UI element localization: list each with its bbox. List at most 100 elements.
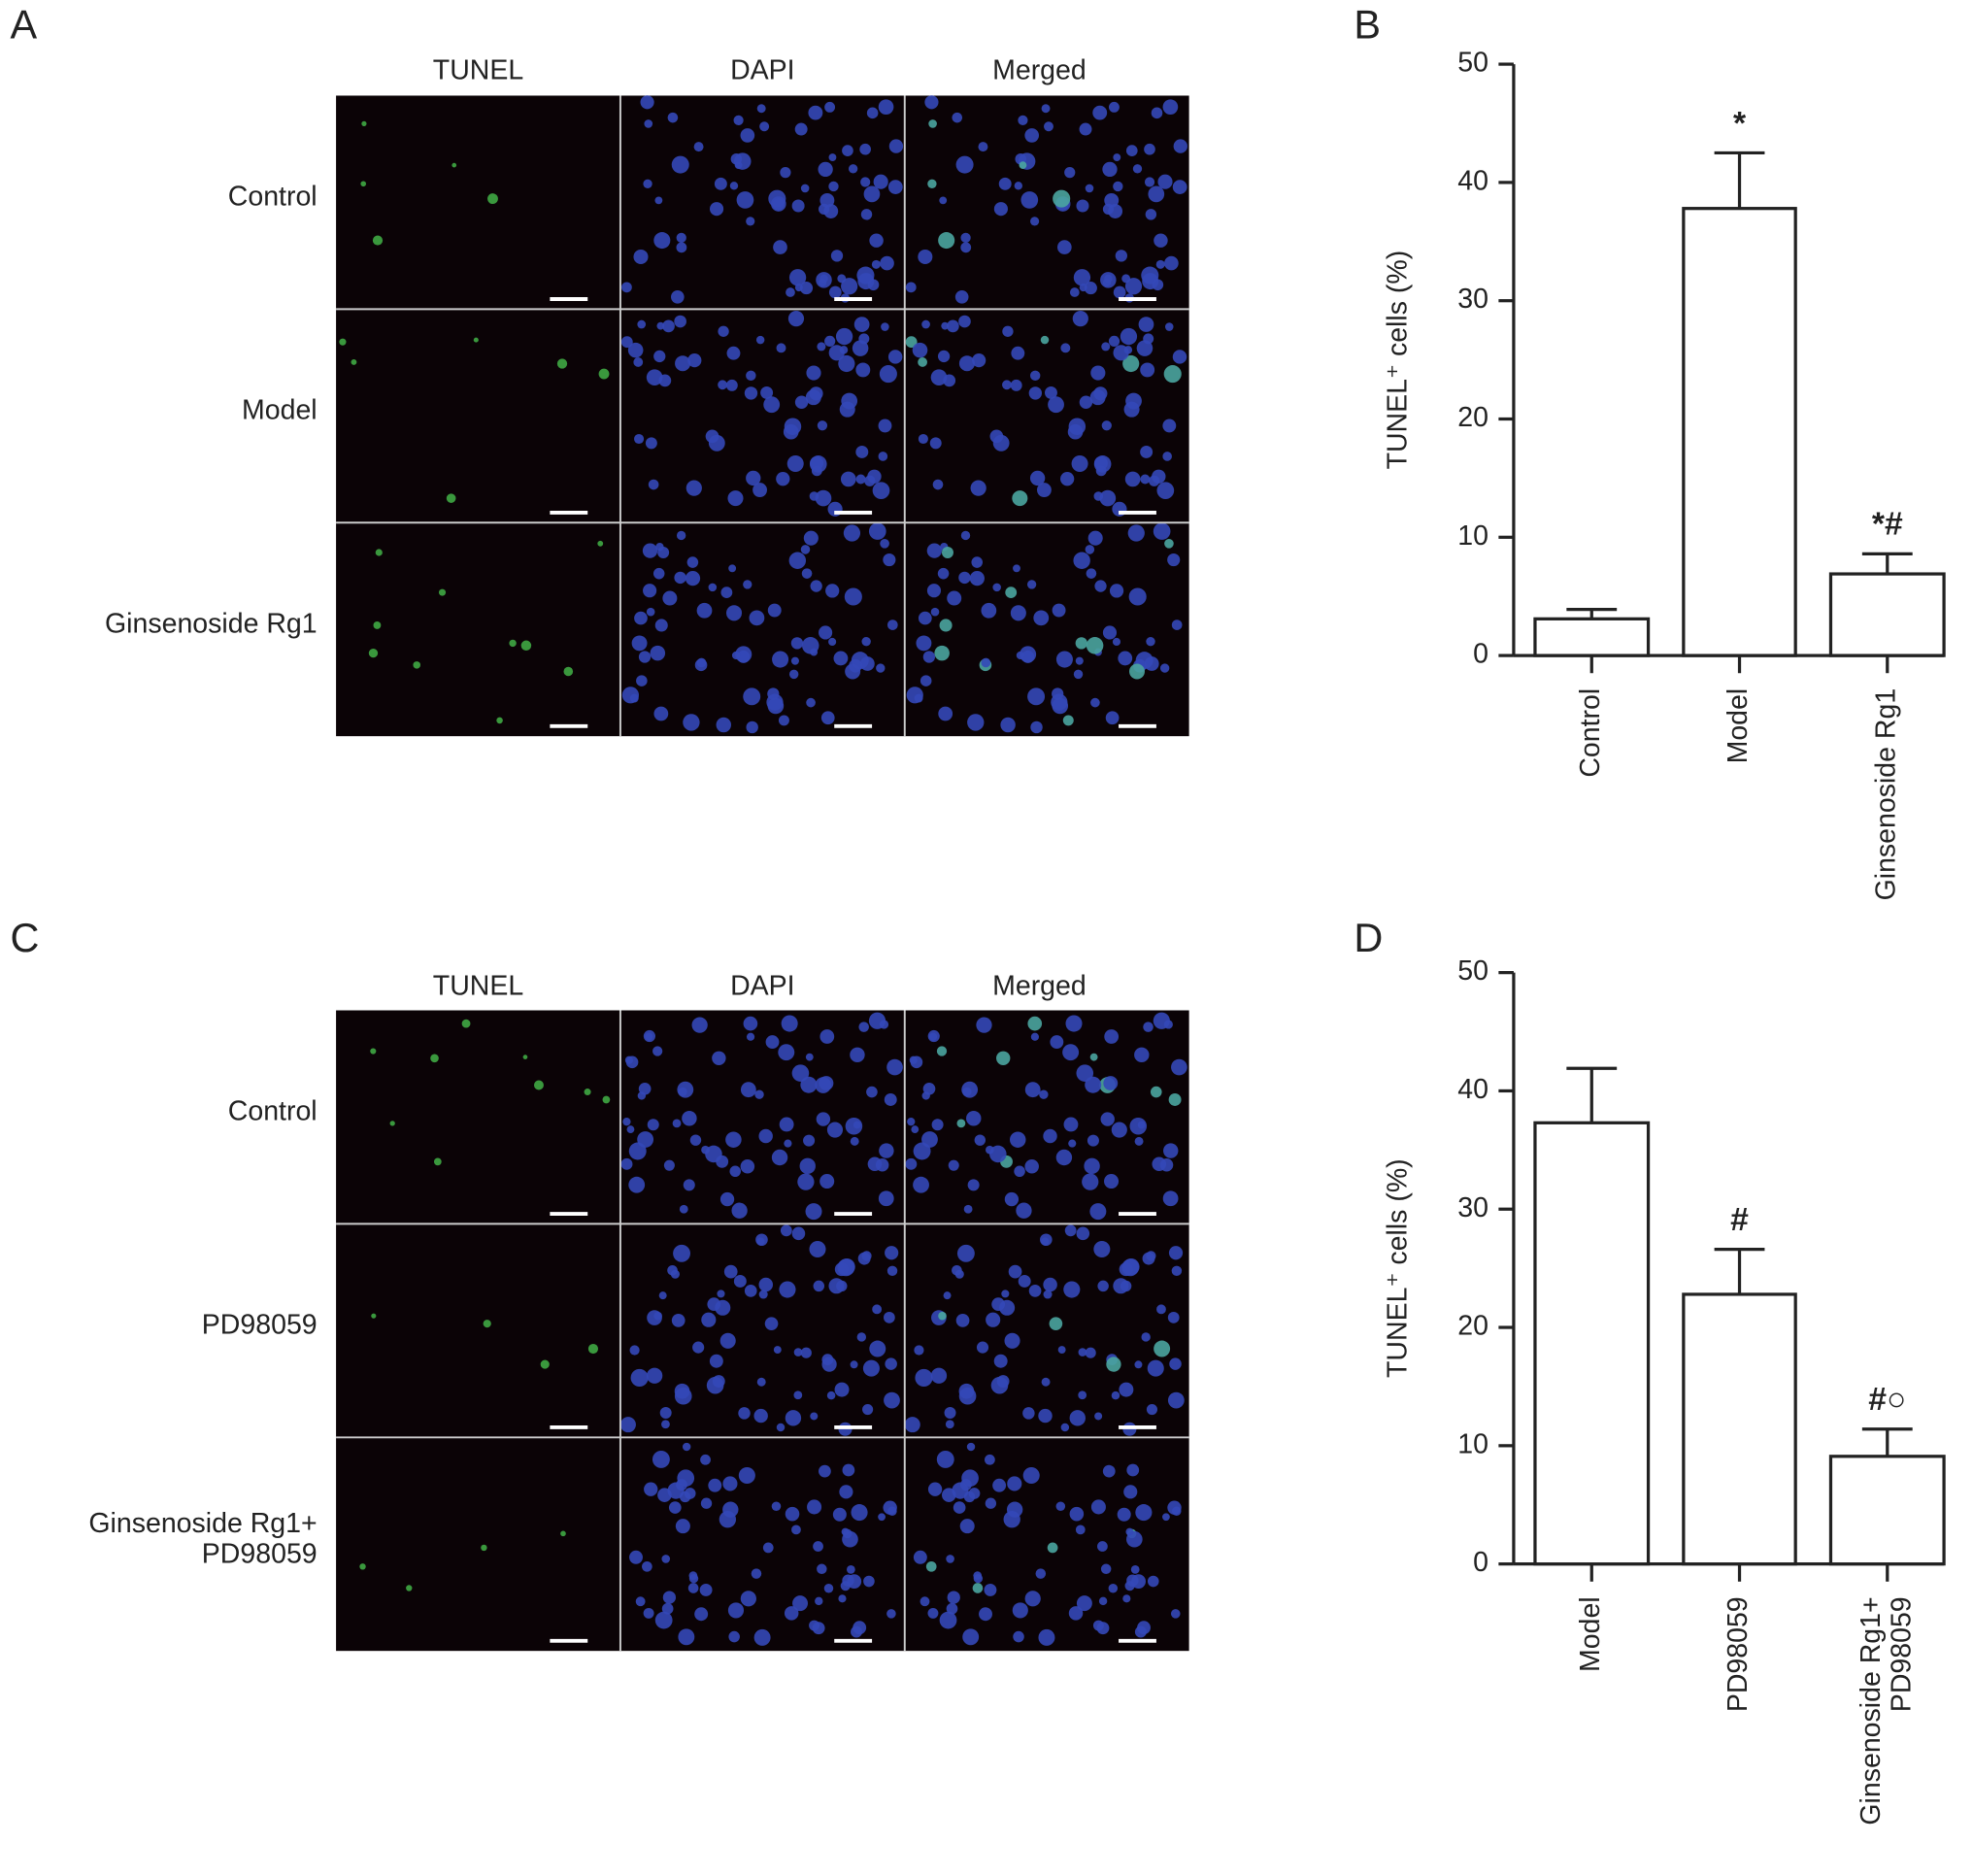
cell [1076,1064,1094,1082]
cell [637,1131,654,1148]
cell [446,493,456,503]
cell [855,445,869,458]
cell [1060,343,1071,353]
cell [619,1417,636,1433]
cell [1072,311,1088,327]
cell [801,568,813,579]
cell [375,549,383,556]
cell [654,196,663,205]
panel-letter: A [10,1,37,47]
cell [884,1093,897,1106]
cell [714,177,727,190]
cell [947,590,962,606]
cell [1073,269,1091,286]
cell [1014,1165,1025,1178]
cell [879,1143,894,1158]
cell [979,1607,992,1622]
cell [1048,396,1064,414]
micrograph [619,1010,905,1224]
cell [1024,1082,1041,1098]
cell [930,369,948,385]
cell [1155,259,1165,269]
cell [727,1602,745,1619]
cell [820,711,835,725]
cell [841,278,858,295]
cell [800,545,811,554]
cell [637,1091,647,1100]
cell [945,1420,954,1429]
cell [640,95,654,110]
cell [916,635,932,652]
cell [339,338,347,346]
cell [373,621,382,629]
cell [981,602,997,619]
image-background [336,1437,620,1652]
image-background [336,1010,620,1224]
cell [1113,1278,1129,1294]
cell [1050,1035,1064,1050]
cell [636,675,648,687]
cell [481,1544,487,1552]
cell [786,454,804,473]
cell [960,232,971,244]
cell [960,242,972,253]
cell [621,687,640,704]
cell [888,139,904,153]
cell [662,590,678,606]
cell [907,1118,916,1126]
cell [876,663,886,673]
micrograph [904,522,1189,737]
cell [652,1046,663,1056]
cell [674,571,686,585]
cell [678,1628,695,1646]
cell [984,1454,995,1465]
cell [912,342,928,358]
cell [780,167,791,179]
cell [653,350,666,363]
cell [1075,1524,1086,1535]
cell [1128,587,1147,606]
cell [1055,651,1073,668]
cell [846,1565,855,1574]
cell [1069,1506,1085,1522]
cell [768,189,786,208]
cell [813,1280,825,1292]
bar [1682,207,1797,657]
cell [785,1506,800,1522]
cell [643,179,652,188]
cell [791,1064,810,1082]
cell [1001,1290,1010,1298]
cell [1093,386,1108,401]
cell [763,396,781,414]
micrograph [904,95,1189,310]
cell [788,269,807,286]
cell [860,177,871,187]
cell [1060,472,1075,486]
cell [1163,365,1182,384]
row-label: Ginsenoside Rg1 [105,608,318,639]
cell [1159,663,1170,673]
cell [717,1290,725,1298]
cell [677,1469,695,1488]
cell [910,1055,923,1069]
column-header: Merged [992,54,1087,85]
cell [920,1596,930,1607]
cell [708,583,718,592]
image-background [904,1010,1189,1224]
cell [797,1173,815,1190]
cell [1102,161,1118,178]
significance-label: * [1733,106,1747,142]
cell [1043,1290,1053,1299]
cell [773,240,787,254]
cell [693,142,704,152]
cell [1055,1501,1066,1512]
cell [927,1029,940,1043]
cell [1047,1542,1058,1554]
cell [1093,455,1108,470]
cell [671,289,685,304]
cell [756,104,766,114]
cell [815,489,832,507]
cell [1097,1280,1109,1292]
cell [927,1607,939,1619]
cell [828,637,837,647]
